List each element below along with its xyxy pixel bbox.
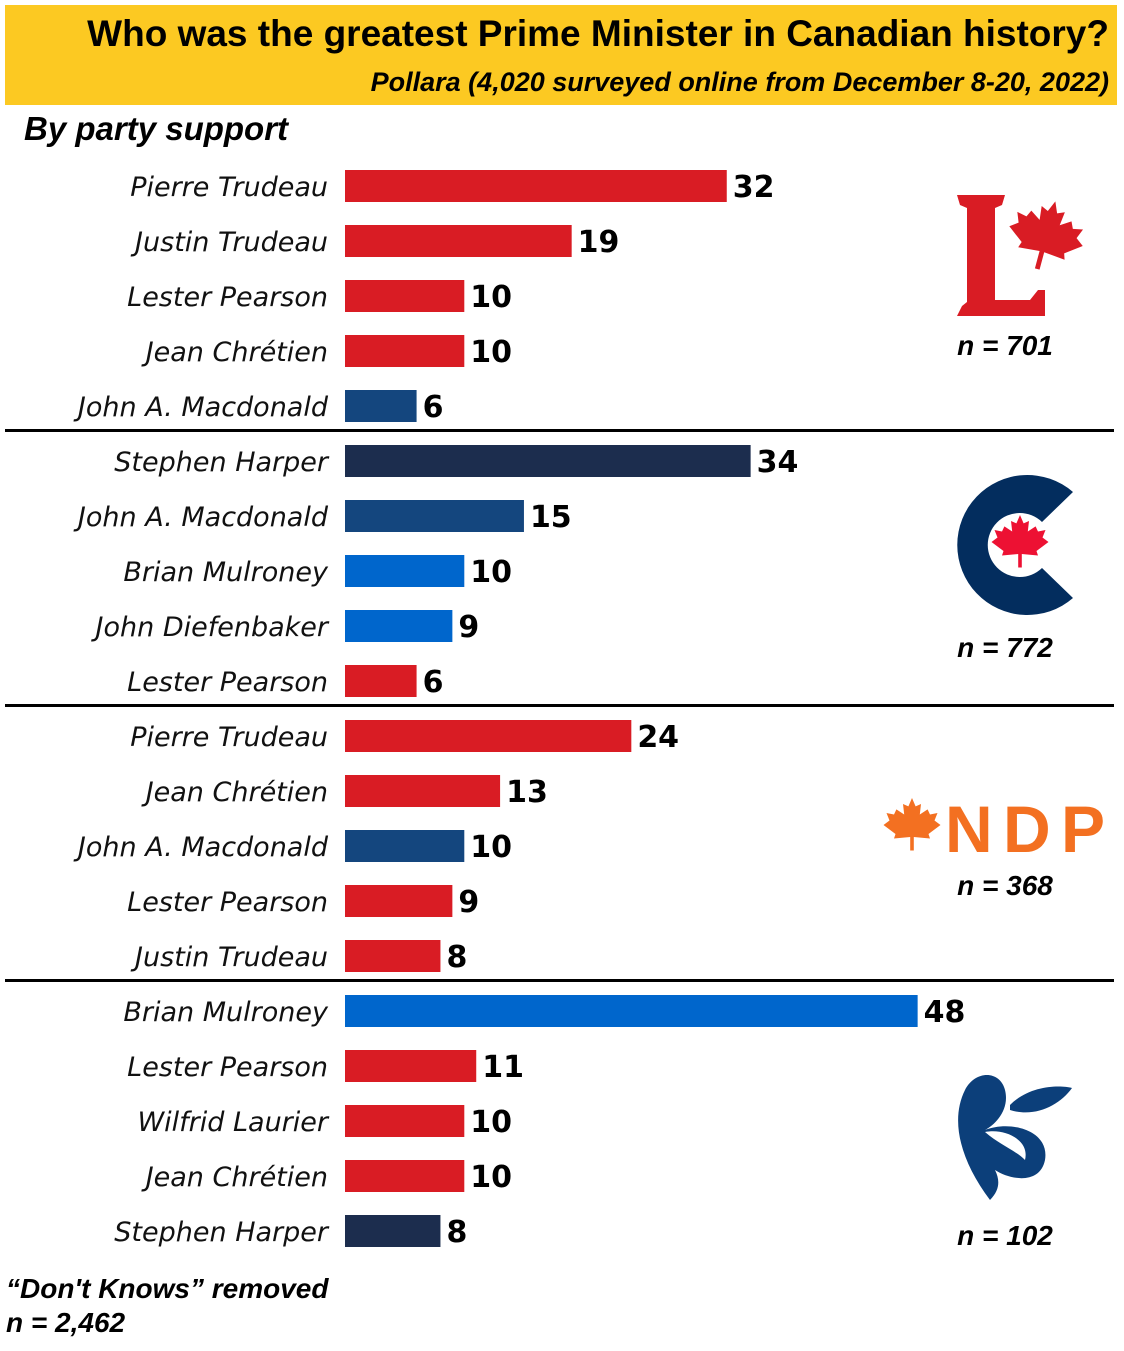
category-label: Pierre Trudeau — [130, 172, 328, 203]
data-label: 8 — [446, 1215, 467, 1250]
bar — [345, 335, 465, 367]
bar — [345, 1160, 465, 1192]
bar — [345, 610, 453, 642]
bar — [345, 1050, 477, 1082]
category-label: Jean Chrétien — [141, 337, 328, 368]
data-label: 48 — [924, 995, 966, 1030]
category-label: Lester Pearson — [127, 282, 328, 313]
maple-leaf-icon — [1009, 201, 1084, 270]
group-divider — [5, 429, 1114, 432]
bar — [345, 720, 632, 752]
maple-leaf-icon — [883, 798, 941, 851]
sample-size-label: n = 772 — [957, 632, 1053, 663]
data-label: 8 — [446, 940, 467, 975]
data-label: 19 — [578, 225, 620, 260]
category-label: Lester Pearson — [127, 1052, 328, 1083]
category-label: Justin Trudeau — [130, 227, 328, 258]
bar — [345, 995, 918, 1027]
data-label: 13 — [506, 775, 548, 810]
category-label: Lester Pearson — [127, 887, 328, 918]
category-label: Pierre Trudeau — [130, 722, 328, 753]
footnote: “Don't Knows” removed — [6, 1273, 329, 1304]
data-label: 6 — [423, 390, 444, 425]
data-label: 10 — [470, 1105, 512, 1140]
group-divider — [5, 979, 1114, 982]
data-label: 10 — [470, 555, 512, 590]
bar — [345, 940, 441, 972]
bar — [345, 390, 417, 422]
ndp-logo: NDP — [945, 792, 1105, 866]
data-label: 10 — [470, 280, 512, 315]
data-label: 10 — [470, 335, 512, 370]
sample-size-label: n = 102 — [957, 1220, 1053, 1251]
category-label: John A. Macdonald — [73, 832, 329, 863]
category-label: Stephen Harper — [114, 1217, 330, 1248]
data-label: 11 — [482, 1050, 524, 1085]
conservative-logo — [957, 474, 1073, 615]
bar — [345, 445, 751, 477]
chart-title: Who was the greatest Prime Minister in C… — [87, 13, 1109, 54]
liberal-logo — [957, 195, 1045, 316]
data-label: 10 — [470, 1160, 512, 1195]
category-label: Brian Mulroney — [123, 557, 329, 588]
sample-size-label: n = 701 — [957, 330, 1053, 361]
bloc-leaf-shape — [1010, 1086, 1072, 1113]
category-label: John Diefenbaker — [91, 612, 330, 643]
data-label: 9 — [458, 885, 479, 920]
data-label: 32 — [733, 170, 775, 205]
category-label: Stephen Harper — [114, 447, 330, 478]
maple-leaf-icon — [991, 515, 1049, 568]
data-label: 34 — [757, 445, 799, 480]
bloc-logo — [958, 1075, 1072, 1200]
bar — [345, 830, 465, 862]
bar — [345, 555, 465, 587]
data-label: 10 — [470, 830, 512, 865]
bar — [345, 775, 501, 807]
category-label: Lester Pearson — [127, 667, 328, 698]
bar — [345, 280, 465, 312]
section-label: By party support — [24, 110, 289, 147]
footnote-n: n = 2,462 — [6, 1307, 126, 1338]
chart-subtitle: Pollara (4,020 surveyed online from Dece… — [370, 67, 1109, 97]
data-label: 15 — [530, 500, 572, 535]
data-label: 6 — [423, 665, 444, 700]
category-label: Jean Chrétien — [141, 1162, 328, 1193]
bar — [345, 885, 453, 917]
bar — [345, 665, 417, 697]
category-label: John A. Macdonald — [73, 502, 329, 533]
bar — [345, 1215, 441, 1247]
category-label: Justin Trudeau — [130, 942, 328, 973]
category-label: John A. Macdonald — [73, 392, 329, 423]
category-label: Jean Chrétien — [141, 777, 328, 808]
bar — [345, 225, 572, 257]
group-divider — [5, 704, 1114, 707]
sample-size-label: n = 368 — [957, 870, 1053, 901]
data-label: 9 — [458, 610, 479, 645]
data-label: 24 — [637, 720, 679, 755]
bar — [345, 170, 727, 202]
title-banner: Who was the greatest Prime Minister in C… — [5, 5, 1117, 105]
bar — [345, 500, 524, 532]
category-label: Brian Mulroney — [123, 997, 329, 1028]
bar — [345, 1105, 465, 1137]
liberal-l-letter — [957, 195, 1045, 316]
bloc-accent — [985, 1131, 1026, 1160]
category-label: Wilfrid Laurier — [137, 1107, 329, 1138]
